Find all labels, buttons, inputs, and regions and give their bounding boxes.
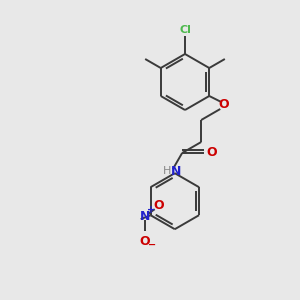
Text: O: O	[140, 235, 150, 248]
Text: N: N	[171, 165, 181, 178]
Text: O: O	[153, 199, 164, 212]
Text: +: +	[147, 205, 155, 215]
Text: N: N	[140, 210, 150, 223]
Text: Cl: Cl	[179, 25, 191, 35]
Text: O: O	[207, 146, 218, 160]
Text: −: −	[148, 240, 156, 250]
Text: O: O	[218, 98, 229, 110]
Text: H: H	[163, 166, 171, 176]
